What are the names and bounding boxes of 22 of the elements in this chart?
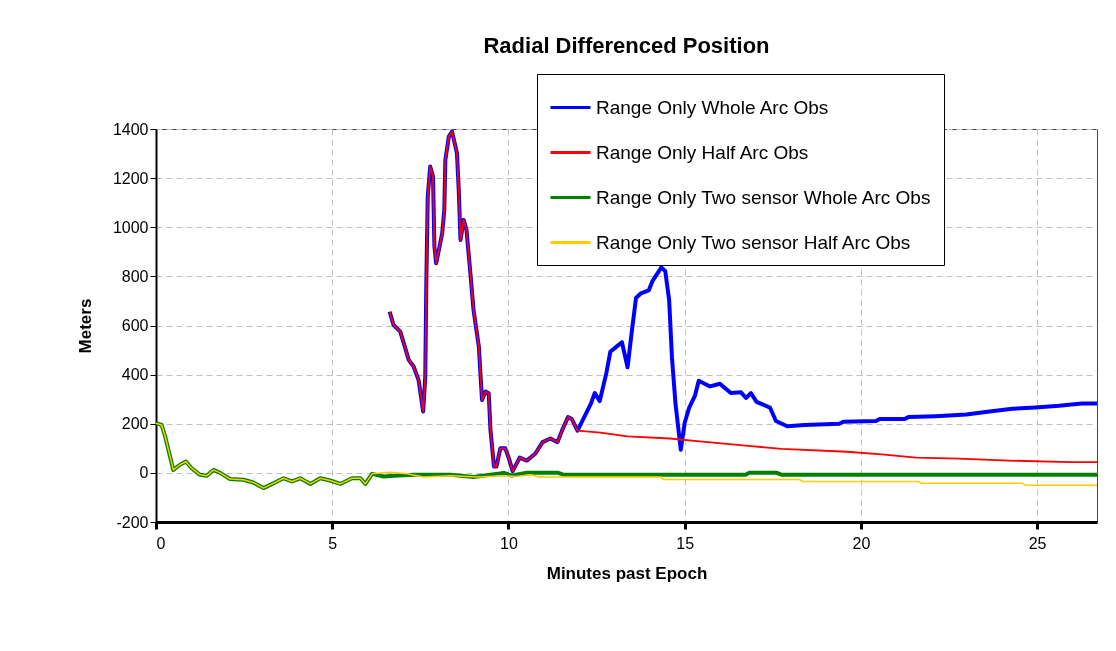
y-tick-label: 800 xyxy=(121,267,149,285)
y-tick-label: 1000 xyxy=(112,218,149,236)
x-tick-label: 10 xyxy=(500,534,518,552)
y-tick-label: 1200 xyxy=(112,169,149,187)
legend-label: Range Only Two sensor Whole Arc Obs xyxy=(596,186,931,208)
y-axis-title: Meters xyxy=(75,298,95,354)
legend-label: Range Only Half Arc Obs xyxy=(596,141,809,163)
legend-label: Range Only Whole Arc Obs xyxy=(596,96,829,118)
x-tick-label: 25 xyxy=(1028,534,1047,552)
y-tick-label: 200 xyxy=(121,415,149,433)
y-tick-label: 0 xyxy=(139,464,149,482)
y-tick-label: 600 xyxy=(121,317,149,334)
y-tick-label: -200 xyxy=(116,513,149,531)
x-tick-label: 5 xyxy=(328,534,338,552)
legend-label: Range Only Two sensor Half Arc Obs xyxy=(596,231,911,253)
y-tick-label: 400 xyxy=(121,366,149,384)
x-axis-title: Minutes past Epoch xyxy=(546,563,708,583)
y-tick-label: 1400 xyxy=(112,120,149,138)
x-tick-label: 15 xyxy=(676,534,695,552)
chart-title: Radial Differenced Position xyxy=(483,32,770,58)
x-tick-label: 20 xyxy=(852,534,871,552)
x-tick-label: 0 xyxy=(156,534,166,552)
